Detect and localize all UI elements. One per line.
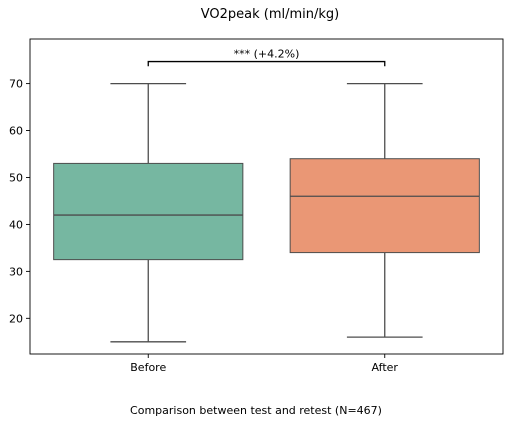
significance-bracket — [147, 60, 386, 67]
chart-title: VO2peak (ml/min/kg) — [201, 7, 340, 22]
plot-area: 20 30 40 50 60 70 Before After *** (+4.2%) — [9, 48, 480, 374]
significance-annotation: *** (+4.2%) — [234, 48, 300, 61]
y-tick-label: 30 — [9, 265, 23, 278]
x-tick-label-before: Before — [130, 361, 166, 374]
y-tick-label: 60 — [9, 125, 23, 138]
y-tick-label: 20 — [9, 312, 23, 325]
y-tick-label: 70 — [9, 78, 23, 91]
x-tick-label-after: After — [372, 361, 399, 374]
chart-caption: Comparison between test and retest (N=46… — [130, 404, 382, 417]
plot-frame — [29, 38, 504, 355]
after-box — [289, 158, 480, 254]
y-tick-label: 50 — [9, 171, 23, 184]
y-tick-label: 40 — [9, 218, 23, 231]
before-box — [53, 162, 244, 261]
